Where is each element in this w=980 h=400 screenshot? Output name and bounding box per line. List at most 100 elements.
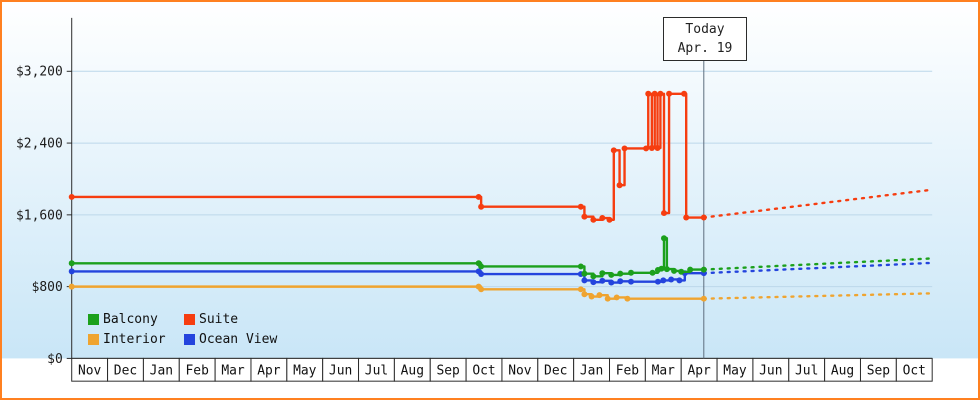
price-point xyxy=(68,268,75,275)
legend-item-ocean-view: Ocean View xyxy=(184,332,277,347)
price-point xyxy=(654,278,661,285)
month-label: Feb xyxy=(616,364,639,379)
y-axis-labels: $0 $800 $1,600 $2,400 $3,200 xyxy=(16,65,72,367)
series-suite xyxy=(68,90,934,223)
y-tick-label: $800 xyxy=(32,280,63,295)
price-point xyxy=(581,291,588,298)
price-point xyxy=(687,266,694,273)
price-point xyxy=(658,265,665,272)
y-tick-label: $0 xyxy=(47,352,63,367)
price-point xyxy=(590,273,597,280)
price-point xyxy=(645,90,652,97)
legend-label-interior: Interior xyxy=(103,332,166,347)
price-point xyxy=(478,263,485,270)
price-point xyxy=(590,279,597,286)
month-label: Mar xyxy=(652,364,676,379)
price-point xyxy=(590,216,597,223)
price-point xyxy=(596,292,603,299)
price-point xyxy=(581,270,588,277)
price-point xyxy=(577,203,584,210)
price-point xyxy=(588,293,595,300)
month-label: Oct xyxy=(472,364,495,379)
month-label: Aug xyxy=(831,364,854,379)
suite-swatch-icon xyxy=(184,314,195,325)
price-point xyxy=(616,182,623,189)
month-label: Apr xyxy=(687,364,711,379)
y-tick-label: $3,200 xyxy=(16,65,63,80)
forecast-line-balcony xyxy=(702,257,934,271)
month-label: Apr xyxy=(257,364,281,379)
legend-item-balcony: Balcony xyxy=(88,312,184,327)
forecast-line-suite xyxy=(702,188,934,219)
price-point xyxy=(660,277,667,284)
interior-swatch-icon xyxy=(88,334,99,345)
price-point xyxy=(624,295,631,302)
price-point xyxy=(577,286,584,293)
month-label: Jan xyxy=(150,364,173,379)
month-label: Oct xyxy=(903,364,926,379)
month-label: Jun xyxy=(759,364,782,379)
forecast-line-interior xyxy=(702,292,934,300)
price-point xyxy=(651,90,658,97)
price-point xyxy=(676,277,683,284)
price-point xyxy=(660,210,667,217)
month-axis: Nov Dec Jan Feb Mar Apr May Jun Jul Aug Sep Oct Nov D… xyxy=(71,357,933,382)
price-point xyxy=(654,145,661,151)
price-point xyxy=(581,277,588,284)
price-point xyxy=(68,260,75,267)
price-point xyxy=(599,277,606,284)
price-point xyxy=(628,278,635,285)
month-label: Dec xyxy=(544,364,567,379)
month-label: Mar xyxy=(221,364,245,379)
month-label: Dec xyxy=(114,364,137,379)
month-label: Nov xyxy=(78,364,102,379)
today-label-box: Today Apr. 19 xyxy=(663,17,747,61)
price-point xyxy=(663,266,670,273)
price-point xyxy=(683,214,690,221)
price-point xyxy=(643,145,650,152)
price-point xyxy=(657,90,664,97)
price-point xyxy=(617,278,624,285)
price-point xyxy=(700,266,707,273)
month-label: Feb xyxy=(186,364,209,379)
legend-label-suite: Suite xyxy=(199,312,239,327)
legend-label-ocean-view: Ocean View xyxy=(199,332,278,347)
price-point xyxy=(475,193,482,200)
price-point xyxy=(678,268,685,275)
balcony-swatch-icon xyxy=(88,314,99,325)
month-label: Aug xyxy=(401,364,424,379)
month-label: Nov xyxy=(508,364,532,379)
ocean-view-swatch-icon xyxy=(184,334,195,345)
price-point xyxy=(610,147,617,154)
price-point xyxy=(613,294,620,301)
price-point xyxy=(671,267,678,274)
price-point xyxy=(604,295,611,302)
month-label: May xyxy=(723,364,747,379)
price-point xyxy=(617,270,624,277)
y-tick-label: $1,600 xyxy=(16,208,63,223)
series-interior xyxy=(68,283,934,302)
price-point xyxy=(478,203,485,210)
month-label: Jun xyxy=(329,364,352,379)
price-point xyxy=(648,145,655,151)
price-point xyxy=(478,286,485,293)
price-point xyxy=(581,213,588,220)
chart-background xyxy=(2,2,978,359)
price-point xyxy=(599,270,606,277)
price-point xyxy=(577,263,584,270)
price-point xyxy=(608,279,615,286)
series-balcony xyxy=(68,235,934,280)
legend: Balcony Suite Interior Ocean View xyxy=(88,312,277,347)
price-point xyxy=(700,214,707,221)
y-tick-label: $2,400 xyxy=(16,137,63,152)
price-point xyxy=(700,295,707,302)
price-point xyxy=(478,271,485,278)
price-point xyxy=(668,276,675,283)
today-label-line2: Apr. 19 xyxy=(677,41,733,56)
price-point xyxy=(628,269,635,276)
month-label: May xyxy=(293,364,317,379)
month-label: Jul xyxy=(795,364,818,379)
price-point xyxy=(681,90,688,97)
price-point xyxy=(621,145,628,152)
